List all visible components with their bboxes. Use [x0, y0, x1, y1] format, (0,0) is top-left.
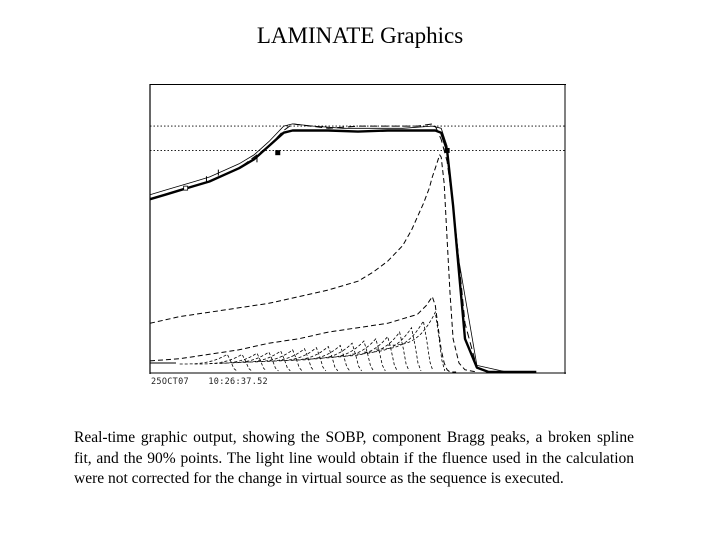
series-light-2 — [149, 123, 507, 373]
bragg-peak-6 — [245, 349, 303, 372]
bragg-peak-18 — [387, 310, 446, 372]
bragg-peak-7 — [257, 348, 315, 372]
plot-date: 25OCT07 — [151, 377, 189, 387]
plot-time: 10:26:37.52 — [208, 377, 268, 387]
bragg-peak-17 — [375, 319, 434, 372]
series-broken-spline-3 — [149, 123, 489, 373]
bragg-peak-12 — [316, 340, 374, 372]
marker-filled-6 — [444, 147, 450, 153]
bragg-peak-9 — [280, 345, 339, 372]
marker-filled-5 — [275, 150, 281, 156]
series-dashed-4 — [149, 154, 477, 373]
plot-timestamp: 25OCT07 10:26:37.52 — [151, 376, 282, 388]
bragg-peak-14 — [340, 335, 398, 372]
bragg-peak-15 — [352, 331, 410, 372]
series-dashed-5 — [149, 296, 457, 373]
bragg-peak-16 — [363, 326, 422, 372]
sobp-plot-svg — [149, 84, 566, 374]
series-thick-1 — [149, 129, 537, 374]
sobp-plot — [148, 84, 566, 374]
bragg-peak-8 — [268, 346, 327, 372]
bragg-peak-10 — [292, 344, 351, 372]
bragg-peak-2 — [194, 353, 252, 372]
dose-curves — [149, 123, 537, 374]
bragg-peak-4 — [221, 351, 279, 372]
reference-lines — [150, 125, 566, 151]
figure-caption: Real-time graphic output, showing the SO… — [74, 429, 634, 487]
bragg-peaks — [179, 310, 446, 372]
plot-frame — [149, 84, 566, 374]
marker-open-1 — [183, 185, 189, 191]
bragg-peak-1 — [179, 353, 238, 372]
page-title: LAMINATE Graphics — [256, 23, 464, 48]
bragg-peak-3 — [209, 352, 267, 372]
bragg-peak-5 — [233, 350, 291, 372]
bragg-peak-11 — [304, 342, 362, 372]
point-markers — [183, 147, 450, 191]
bragg-peak-13 — [328, 337, 386, 372]
